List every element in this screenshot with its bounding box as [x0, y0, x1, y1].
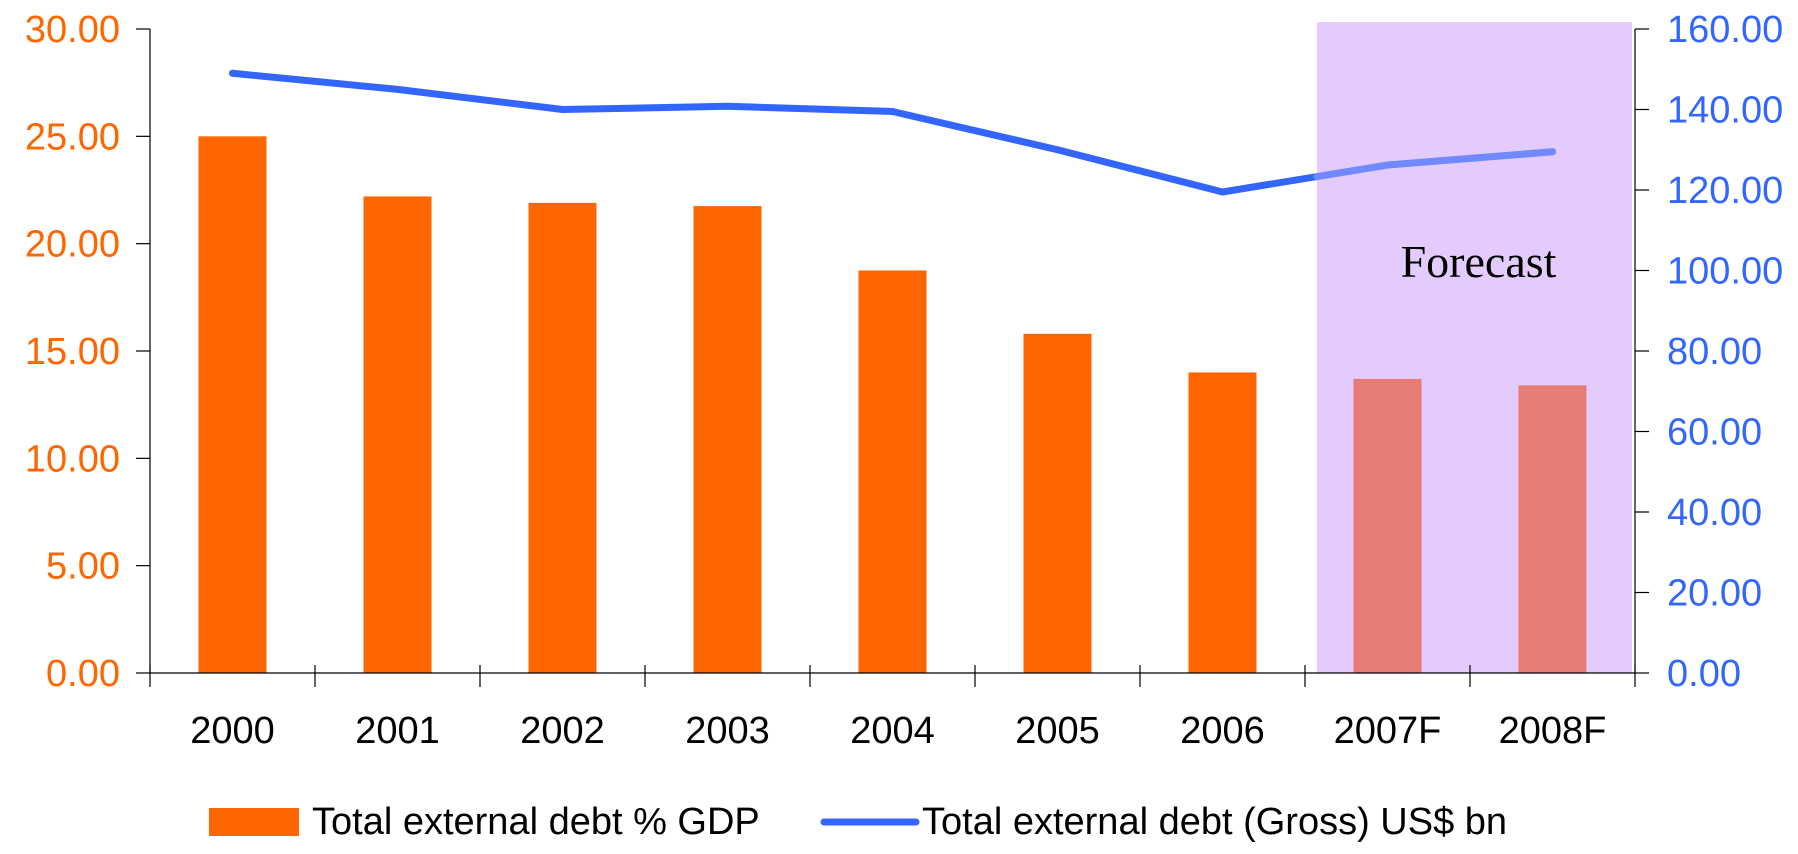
y-left-tick-label: 10.00 — [25, 438, 120, 480]
bar-2006 — [1188, 372, 1257, 673]
y-right-tick-label: 40.00 — [1667, 492, 1762, 534]
y-right-tick-label: 100.00 — [1667, 251, 1783, 293]
bar-2001 — [363, 196, 432, 673]
axes-layer: 2000 2001 2002 2003 2004 2005 2006 2007F 2008F 0.… — [25, 9, 1783, 752]
x-tick-label: 2000 — [190, 710, 275, 752]
x-tick-label: 2001 — [355, 710, 440, 752]
bar-2003 — [693, 206, 762, 673]
line-point-2000 — [229, 69, 236, 77]
bar-2007F — [1353, 378, 1422, 673]
x-tick-label: 2006 — [1180, 710, 1265, 752]
y-left-tick-label: 0.00 — [46, 653, 120, 695]
line-point-2005 — [1054, 146, 1061, 154]
y-left-tick-label: 5.00 — [46, 546, 120, 588]
bar-2004 — [858, 270, 927, 673]
y-right-tick-label: 80.00 — [1667, 331, 1762, 373]
y-left-tick-label: 25.00 — [25, 116, 120, 158]
line-point-2004 — [889, 108, 896, 116]
x-tick-label: 2004 — [850, 710, 935, 752]
x-tick-label: 2007F — [1334, 710, 1442, 752]
y-left-tick-label: 20.00 — [25, 224, 120, 266]
legend-swatch-bar — [209, 808, 299, 836]
x-tick-label: 2008F — [1499, 710, 1607, 752]
bar-2005 — [1023, 333, 1092, 673]
legend: Total external debt % GDP Total external … — [209, 801, 1507, 843]
y-right-tick-label: 120.00 — [1667, 170, 1783, 212]
line-point-2007F — [1384, 161, 1391, 169]
y-right-tick-label: 0.00 — [1667, 653, 1741, 695]
x-tick-label: 2002 — [520, 710, 605, 752]
forecast-label: Forecast — [1401, 236, 1557, 287]
y-right-tick-label: 160.00 — [1667, 9, 1783, 51]
y-right-tick-label: 60.00 — [1667, 412, 1762, 454]
legend-label-bar: Total external debt % GDP — [312, 801, 760, 843]
y-right-tick-label: 140.00 — [1667, 90, 1783, 132]
bar-2000 — [198, 136, 267, 674]
bars-layer — [198, 136, 1587, 674]
line-series-forecast-overlay — [1313, 148, 1556, 181]
y-left-tick-label: 30.00 — [25, 9, 120, 51]
bar-2002 — [528, 202, 597, 673]
y-right-tick-label: 20.00 — [1667, 573, 1762, 615]
line-point-2002 — [559, 106, 566, 113]
x-tick-label: 2005 — [1015, 710, 1100, 752]
x-tick-label: 2003 — [685, 710, 770, 752]
line-point-2001 — [394, 85, 401, 93]
line-point-2008F — [1549, 148, 1556, 156]
line-layer — [229, 69, 1556, 196]
line-point-2003 — [724, 102, 731, 110]
bar-2008F — [1518, 385, 1587, 673]
legend-label-line: Total external debt (Gross) US$ bn — [922, 801, 1507, 843]
line-point-2006 — [1219, 188, 1226, 196]
y-left-tick-label: 15.00 — [25, 331, 120, 373]
